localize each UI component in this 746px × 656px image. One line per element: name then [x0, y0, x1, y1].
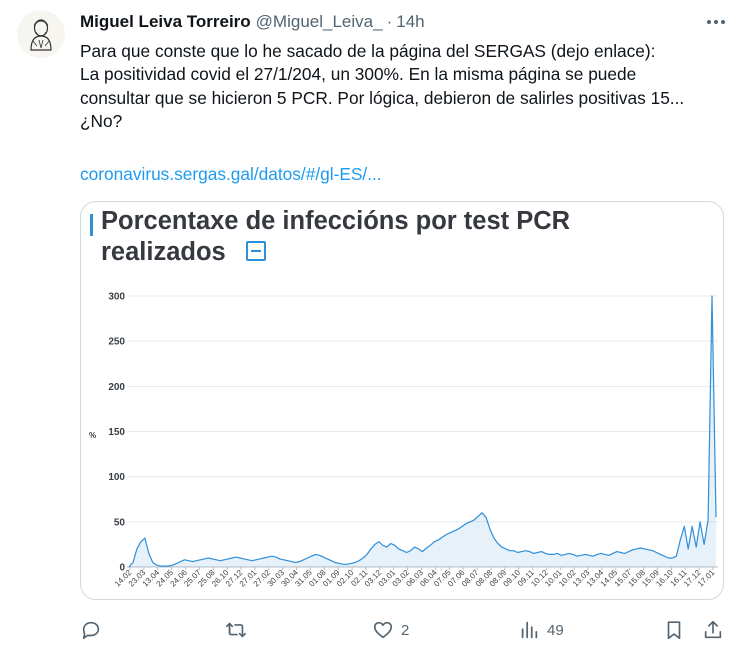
- tweet-text-line: ¿No?: [80, 110, 123, 131]
- retweet-button[interactable]: [225, 616, 254, 644]
- y-tick-label: 100: [108, 472, 125, 483]
- author-name[interactable]: Miguel Leiva Torreiro: [80, 12, 251, 31]
- author-handle[interactable]: @Miguel_Leiva_: [255, 12, 383, 31]
- y-tick-label: 150: [108, 427, 125, 438]
- more-options-button[interactable]: [704, 12, 728, 32]
- bookmark-icon: [667, 621, 681, 640]
- reply-button[interactable]: [80, 616, 109, 644]
- tweet-text-line: Para que conste que lo he sacado de la p…: [80, 41, 656, 61]
- tweet-header: Miguel Leiva Torreiro @Miguel_Leiva_ · 1…: [80, 11, 425, 33]
- share-icon: [704, 620, 722, 639]
- like-button[interactable]: 2: [372, 616, 409, 644]
- series-line: [128, 295, 717, 568]
- y-tick-label: 50: [114, 517, 126, 528]
- y-tick-label: 250: [108, 337, 125, 348]
- author-avatar[interactable]: [17, 10, 65, 58]
- y-tick-label: 200: [108, 382, 125, 393]
- tweet-text-line: La positividad covid el 27/1/204, un 300…: [80, 64, 637, 85]
- title-accent-bar: [90, 214, 93, 236]
- heart-icon: [373, 621, 393, 639]
- tweet-time[interactable]: 14h: [396, 12, 425, 31]
- tweet-actions: 2 49: [80, 616, 730, 644]
- views-chart-icon: [521, 621, 538, 639]
- share-button[interactable]: [702, 616, 724, 644]
- retweet-icon: [226, 622, 246, 638]
- chart-title: Porcentaxe de infeccións por test PCR re…: [101, 206, 570, 268]
- y-axis-unit-label: %: [89, 431, 96, 440]
- more-dots-icon: [707, 20, 725, 24]
- bookmark-button[interactable]: [663, 616, 685, 644]
- y-tick-label: 300: [108, 292, 125, 303]
- x-tick-label: 17.01: [696, 568, 717, 589]
- like-count: 2: [401, 621, 410, 639]
- tweet-text-line: consultar que se hicieron 5 PCR. Por lóg…: [80, 87, 685, 108]
- tweet-text: Para que conste que lo he sacado de la p…: [80, 40, 730, 133]
- tweet-link[interactable]: coronavirus.sergas.gal/datos/#/gl-ES/...: [80, 164, 382, 184]
- media-image[interactable]: Porcentaxe de infeccións por test PCR re…: [80, 201, 724, 600]
- chart-title-line: Porcentaxe de infeccións por test PCR: [101, 207, 571, 235]
- chart-title-line: realizados: [101, 238, 226, 266]
- collapse-icon: [246, 241, 266, 261]
- y-tick-label: 0: [119, 563, 125, 574]
- views-count: 49: [547, 621, 564, 639]
- header-separator: ·: [386, 12, 393, 31]
- views-button[interactable]: 49: [518, 616, 564, 644]
- reply-icon: [82, 621, 100, 640]
- avatar-portrait-icon: [17, 10, 65, 58]
